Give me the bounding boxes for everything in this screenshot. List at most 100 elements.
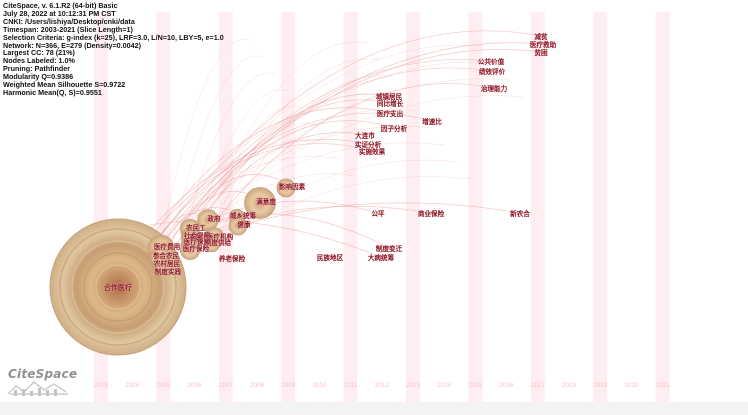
link-大病统筹: [149, 219, 382, 258]
node-满意度: [244, 187, 276, 219]
keyword-label-民族地区: 民族地区: [317, 253, 344, 262]
keyword-label-养老保险: 养老保险: [218, 254, 246, 263]
node-实施效果: [370, 149, 374, 153]
link-arc-18: [159, 44, 485, 238]
network-stats: Network: N=366, E=279 (Density=0.0042): [3, 40, 142, 50]
link-医疗支出: [149, 107, 391, 241]
year-label-2011: 2011: [344, 382, 358, 389]
keyword-label-社会保障: 社会保障: [183, 231, 211, 240]
keyword-label-制度供给: 制度供给: [205, 238, 232, 247]
link-实施效果: [159, 143, 373, 226]
parameter-summary: CiteSpace, v. 6.1.R2 (64-bit) Basic July…: [3, 2, 224, 97]
node-ring-1: [71, 240, 165, 334]
keyword-label-参合农民: 参合农民: [153, 251, 180, 260]
year-label-2003: 2003: [94, 382, 109, 389]
link-arc-19: [171, 61, 498, 234]
keyword-label-制度变迁: 制度变迁: [376, 244, 403, 253]
keyword-label-大连市: 大连市: [355, 131, 375, 140]
link-arc-12: [159, 92, 407, 230]
year-label-2018: 2018: [562, 382, 577, 389]
link-arc-17: [219, 176, 472, 242]
keyword-label-政府: 政府: [207, 214, 221, 223]
year-label-2009: 2009: [281, 382, 296, 389]
node-大病统筹: [379, 255, 383, 259]
software-version: CiteSpace, v. 6.1.R2 (64-bit) Basic: [3, 1, 118, 10]
node-商业保险: [429, 211, 433, 215]
year-label-2015: 2015: [468, 382, 483, 389]
pruning-method: Pruning: Pathfinder: [3, 64, 71, 74]
year-label-2012: 2012: [375, 382, 390, 389]
citespace-logo-icon: [7, 380, 68, 396]
node-新农合: [518, 211, 522, 215]
node-农民: [181, 229, 199, 247]
node-医疗救助: [541, 42, 545, 46]
node-影响因素: [276, 178, 296, 198]
node-减贫: [539, 34, 543, 38]
link-arc-6: [159, 139, 329, 222]
link-医疗救助: [159, 42, 544, 246]
year-label-2008: 2008: [250, 382, 265, 389]
silhouette-s: Weighted Mean Silhouette S=0.9722: [3, 80, 126, 90]
year-band-2009: [281, 12, 296, 402]
year-label-2007: 2007: [219, 382, 234, 389]
node-ring-3: [95, 264, 141, 310]
node-ring-0: [59, 228, 177, 346]
nodes-labeled: Nodes Labeled: 1.0%: [3, 56, 75, 66]
year-band-2013: [406, 12, 420, 402]
keyword-label-农村居民: 农村居民: [153, 259, 181, 268]
year-label-2006: 2006: [187, 382, 202, 389]
node-ring-2: [83, 252, 153, 322]
keyword-label-合作医疗: 合作医疗: [103, 283, 134, 292]
node-ring-4: [105, 274, 131, 300]
citespace-logo-text: CiteSpace: [8, 367, 78, 381]
harmonic-mean: Harmonic Mean(Q, S)=0.9551: [3, 87, 102, 97]
year-label-2019: 2019: [593, 382, 608, 389]
link-贫困: [169, 49, 542, 241]
link-arc-14: [183, 125, 433, 222]
link-arc-15: [195, 142, 446, 218]
link-arc-7: [171, 156, 342, 218]
node-因子分析: [392, 126, 396, 130]
node-健康: [228, 216, 248, 236]
node-制度实践: [166, 269, 170, 273]
link-大连市: [189, 132, 366, 236]
year-label-2010: 2010: [312, 382, 327, 389]
keyword-label-农民工: 农民工: [185, 223, 206, 232]
node-医疗支出: [388, 111, 392, 115]
modularity-q: Modularity Q=0.9386: [3, 72, 74, 82]
keyword-label-公平: 公平: [371, 210, 385, 218]
keyword-label-医疗费用: 医疗费用: [154, 242, 180, 251]
keyword-label-新农合: 新农合: [510, 209, 530, 218]
keyword-label-制度实践: 制度实践: [155, 267, 182, 276]
node-公平: [376, 211, 380, 215]
keyword-label-减贫: 减贫: [534, 32, 548, 41]
keyword-label-同比增长: 同比增长: [377, 99, 404, 108]
link-arc-13: [171, 109, 420, 226]
link-同比增长: [189, 99, 391, 246]
year-label-2004: 2004: [125, 382, 140, 389]
link-治理能力: [189, 83, 495, 256]
keyword-label-医疗保障: 医疗保障: [184, 237, 211, 246]
link-arc-2: [183, 72, 277, 238]
keyword-label-治理能力: 治理能力: [481, 84, 508, 93]
keyword-label-医疗保险: 医疗保险: [183, 244, 210, 253]
year-label-2016: 2016: [499, 382, 514, 389]
node-公共价值: [489, 59, 493, 63]
node-贫困: [539, 50, 543, 54]
footer-band: [0, 402, 748, 415]
data-path: CNKI: /Users/lishiya/Desktop/cnki/data: [3, 16, 135, 26]
keyword-label-城镇居民: 城镇居民: [376, 92, 403, 101]
keyword-label-医疗救助: 医疗救助: [530, 40, 557, 49]
keyword-label-实证分析: 实证分析: [355, 140, 382, 149]
link-arc-21: [195, 95, 524, 226]
node-民族地区: [328, 255, 332, 259]
year-band-2019: [593, 12, 608, 402]
keyword-label-农民: 农民: [188, 232, 203, 241]
link-arc-5: [219, 123, 316, 226]
keyword-label-增速比: 增速比: [422, 117, 442, 126]
link-arc-11: [219, 75, 394, 234]
link-arc-3: [195, 89, 290, 234]
keyword-label-实施效果: 实施效果: [359, 147, 386, 156]
link-减贫: [149, 30, 542, 251]
